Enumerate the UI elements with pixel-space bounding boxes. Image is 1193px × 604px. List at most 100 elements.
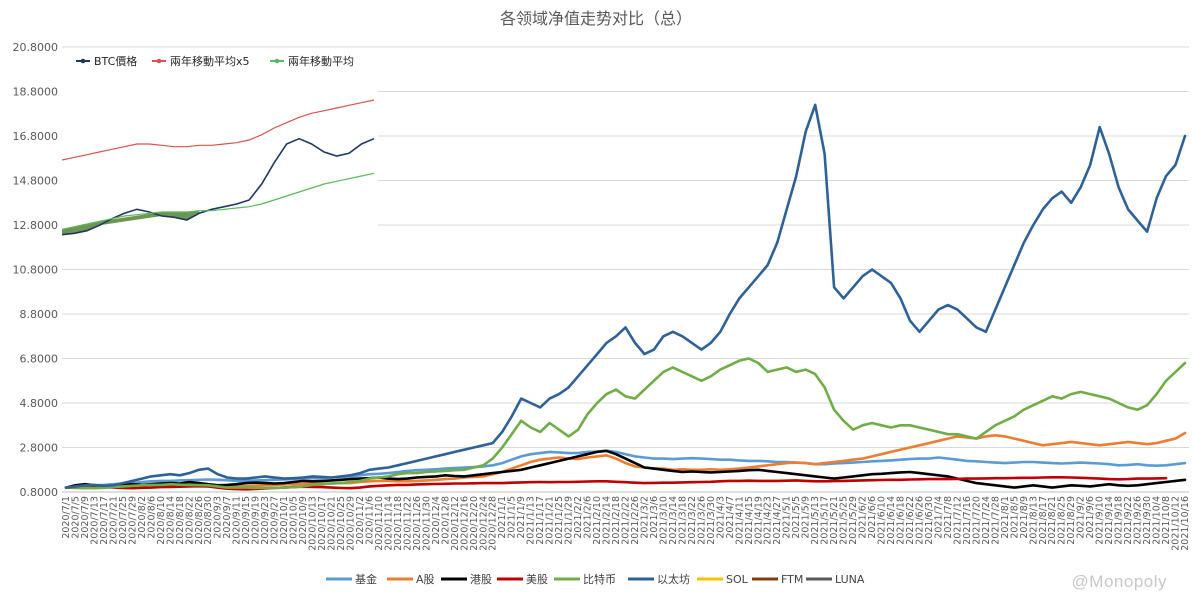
- x-tick-label: 2021/8/5: [1009, 496, 1020, 539]
- x-tick-label: 2021/5/29: [848, 496, 859, 545]
- x-tick-label: 2021/8/17: [1038, 496, 1049, 545]
- x-tick-label: 2021/2/2: [573, 496, 584, 539]
- x-tick-label: 2020/9/19: [251, 496, 262, 545]
- x-tick-label: 2021/4/19: [753, 496, 764, 545]
- x-tick-label: 2021/5/1: [782, 496, 793, 539]
- x-tick-label: 2021/9/2: [1076, 496, 1087, 539]
- x-tick-label: 2020/8/2: [137, 496, 148, 539]
- x-tick-label: 2021/10/16: [1180, 496, 1191, 551]
- x-tick-label: 2020/12/8: [440, 496, 451, 545]
- x-tick-label: 2021/1/21: [545, 496, 556, 545]
- legend-label: A股: [416, 573, 435, 586]
- x-tick-label: 2020/7/5: [70, 496, 81, 539]
- x-tick-label: 2020/11/22: [402, 496, 413, 551]
- x-tick-label: 2021/9/18: [1114, 496, 1125, 545]
- x-tick-label: 2021/5/21: [829, 496, 840, 545]
- x-tick-label: 2020/10/9: [298, 496, 309, 545]
- legend-label: 港股: [470, 573, 492, 586]
- y-tick-label: 6.8000: [20, 353, 59, 366]
- inset-legend-marker: [274, 58, 280, 64]
- x-tick-label: 2020/8/14: [165, 496, 176, 545]
- x-tick-label: 2021/6/26: [914, 496, 925, 545]
- x-tick-label: 2021/1/17: [535, 496, 546, 545]
- x-tick-label: 2021/6/30: [924, 496, 935, 545]
- x-tick-label: 2020/10/1: [279, 496, 290, 545]
- x-tick-label: 2021/8/9: [1019, 496, 1030, 539]
- x-tick-label: 2020/8/10: [156, 496, 167, 545]
- legend-label: 美股: [526, 573, 548, 586]
- x-tick-label: 2021/3/18: [677, 496, 688, 545]
- x-tick-label: 2021/2/22: [621, 496, 632, 545]
- x-tick-label: 2021/2/18: [611, 496, 622, 545]
- x-tick-label: 2020/12/24: [478, 496, 489, 551]
- series-lines: [64, 103, 1187, 491]
- x-tick-label: 2021/4/7: [725, 496, 736, 539]
- x-tick-label: 2020/7/29: [127, 496, 138, 545]
- x-tick-label: 2021/6/22: [905, 496, 916, 545]
- y-axis: 0.8000 2.8000 4.8000 6.8000 8.8000 10.8000 12.…: [13, 41, 59, 499]
- x-tick-label: 2021/7/28: [990, 496, 1001, 545]
- x-tick-label: 2020/12/20: [469, 496, 480, 551]
- x-tick-label: 2020/7/13: [89, 496, 100, 545]
- x-tick-label: 2020/11/26: [412, 496, 423, 551]
- series-line-港股: [64, 449, 1187, 489]
- legend-label: FTM: [781, 573, 803, 586]
- x-tick-label: 2020/12/12: [450, 496, 461, 551]
- inset-line-兩年移動平均: [61, 172, 375, 230]
- x-tick-label: 2020/9/27: [270, 496, 281, 545]
- x-tick-label: 2020/7/21: [108, 496, 119, 545]
- x-tick-label: 2021/7/8: [943, 496, 954, 539]
- x-tick-label: 2020/10/25: [336, 496, 347, 551]
- x-tick-label: 2020/9/23: [260, 496, 271, 545]
- x-tick-label: 2021/4/23: [763, 496, 774, 545]
- x-tick-label: 2021/4/15: [744, 496, 755, 545]
- x-tick-label: 2020/11/30: [421, 496, 432, 551]
- x-tick-label: 2021/9/30: [1142, 496, 1153, 545]
- x-tick-label: 2021/8/25: [1057, 496, 1068, 545]
- x-tick-label: 2020/12/28: [488, 496, 499, 551]
- x-tick-label: 2021/5/13: [810, 496, 821, 545]
- x-tick-label: 2021/7/16: [962, 496, 973, 545]
- legend: 基金 A股 港股 美股 比特币 以太坊 SOL FTM LUNA: [326, 572, 865, 586]
- x-tick-label: 2020/11/2: [355, 496, 366, 545]
- inset-line-兩年移動平均x5: [61, 99, 375, 161]
- legend-label: SOL: [726, 573, 749, 586]
- inset-legend-marker: [156, 58, 162, 64]
- x-tick-label: 2021/1/29: [564, 496, 575, 545]
- x-tick-label: 2021/2/6: [583, 496, 594, 539]
- y-tick-label: 16.8000: [13, 130, 59, 143]
- x-tick-label: 2020/8/6: [146, 496, 157, 539]
- x-axis: 2020/7/12020/7/52020/7/92020/7/132020/7/…: [61, 496, 1191, 551]
- x-tick-label: 2020/7/1: [61, 496, 72, 539]
- x-tick-label: 2020/8/26: [194, 496, 205, 545]
- x-tick-label: 2021/2/26: [630, 496, 641, 545]
- x-tick-label: 2020/8/22: [184, 496, 195, 545]
- x-tick-label: 2020/10/17: [317, 496, 328, 551]
- series-line-A股: [64, 431, 1187, 489]
- x-tick-label: 2021/3/22: [687, 496, 698, 545]
- series-line-以太坊: [64, 103, 1187, 489]
- y-tick-label: 18.8000: [13, 86, 59, 99]
- x-tick-label: 2021/9/10: [1095, 496, 1106, 545]
- y-tick-label: 14.8000: [13, 175, 59, 188]
- legend-label: 基金: [355, 572, 377, 586]
- inset-legend-label: 兩年移動平均x5: [170, 54, 250, 68]
- x-tick-label: 2021/6/10: [877, 496, 888, 545]
- x-tick-label: 2021/3/6: [649, 496, 660, 539]
- x-tick-label: 2021/8/1: [1000, 496, 1011, 539]
- x-tick-label: 2021/9/6: [1085, 496, 1096, 539]
- series-line-美股: [64, 475, 1168, 491]
- x-tick-label: 2021/5/17: [820, 496, 831, 545]
- series-line-基金: [64, 449, 1187, 489]
- x-tick-label: 2021/8/29: [1066, 496, 1077, 545]
- x-tick-label: 2021/10/8: [1161, 496, 1172, 545]
- x-tick-label: 2020/9/15: [241, 496, 252, 545]
- series-line-比特币: [64, 357, 1187, 490]
- x-tick-label: 2020/8/18: [175, 496, 186, 545]
- legend-label: 比特币: [583, 572, 616, 586]
- x-tick-label: 2021/7/4: [933, 496, 944, 539]
- x-tick-label: 2021/1/9: [516, 496, 527, 539]
- watermark: @Monopoly: [1071, 572, 1167, 591]
- x-tick-label: 2021/9/26: [1133, 496, 1144, 545]
